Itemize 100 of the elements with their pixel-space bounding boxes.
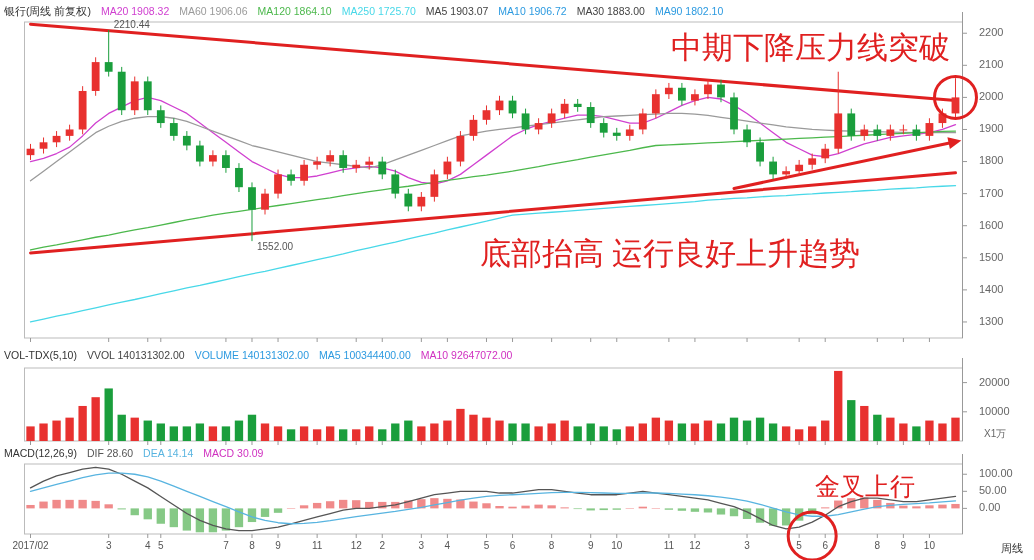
y-tick-label: 2100 bbox=[979, 58, 1004, 71]
bar bbox=[352, 500, 361, 509]
bar bbox=[495, 420, 504, 441]
bar bbox=[860, 405, 869, 441]
bar bbox=[729, 508, 739, 517]
bar bbox=[247, 414, 257, 441]
annotation: 底部抬高 运行良好上升趋势 bbox=[479, 236, 861, 271]
bar bbox=[391, 423, 400, 441]
bar bbox=[651, 417, 661, 441]
bar bbox=[273, 508, 283, 513]
bar bbox=[625, 426, 634, 441]
candlestick bbox=[756, 136, 764, 167]
candlestick bbox=[769, 156, 778, 180]
text: X1万 bbox=[984, 428, 1007, 439]
candlestick bbox=[651, 88, 660, 119]
bar bbox=[78, 405, 87, 441]
chart-title: VOL-TDX(5,10) bbox=[4, 348, 77, 361]
bar bbox=[65, 499, 74, 509]
bar bbox=[938, 423, 947, 441]
x-tick-label: 9 bbox=[900, 540, 907, 551]
candlestick bbox=[717, 79, 725, 103]
bar bbox=[469, 501, 478, 509]
bar bbox=[195, 423, 205, 441]
bar bbox=[182, 426, 192, 441]
candlestick bbox=[417, 191, 426, 212]
x-tick-label: 3 bbox=[105, 540, 112, 551]
text: MA30 1883.00 bbox=[576, 4, 646, 17]
y-tick-label: 1700 bbox=[979, 186, 1004, 199]
text: MACD 30.09 bbox=[203, 446, 264, 459]
bar bbox=[78, 499, 87, 509]
bar bbox=[482, 503, 491, 509]
bar bbox=[690, 423, 700, 441]
line-series bbox=[29, 184, 957, 323]
y-tick-label: 2200 bbox=[979, 26, 1004, 39]
candlestick bbox=[391, 169, 400, 199]
candlestick bbox=[691, 88, 699, 106]
x-tick-label: 4 bbox=[444, 540, 451, 551]
x-tick-label: 9 bbox=[275, 540, 282, 551]
bar bbox=[117, 414, 126, 441]
bar bbox=[169, 508, 178, 528]
bar bbox=[703, 420, 713, 441]
y-tick-label: 1900 bbox=[979, 122, 1004, 135]
bar bbox=[169, 426, 178, 441]
bar bbox=[378, 429, 387, 441]
x-tick-label: 8 bbox=[548, 540, 555, 551]
bar bbox=[951, 417, 960, 441]
bar bbox=[834, 370, 843, 441]
bar bbox=[794, 429, 804, 441]
bar bbox=[417, 426, 426, 441]
x-tick-label: 2017/02 bbox=[12, 540, 50, 551]
candlestick bbox=[743, 124, 751, 148]
y-tick-label: 0.00 bbox=[979, 501, 1001, 514]
x-tick-label: 8 bbox=[874, 540, 881, 551]
x-tick-label: 5 bbox=[483, 540, 490, 551]
text: MA60 1906.06 bbox=[179, 4, 248, 17]
bar bbox=[234, 508, 244, 528]
bar bbox=[299, 505, 309, 509]
candlestick bbox=[677, 82, 686, 106]
chart-title: 银行(周线 前复权) bbox=[3, 4, 91, 17]
bar bbox=[886, 417, 895, 441]
text: VOLUME 140131302.00 bbox=[194, 348, 310, 361]
y-tick-label: 1800 bbox=[979, 154, 1004, 167]
text: MA120 1864.10 bbox=[257, 4, 332, 17]
bar bbox=[65, 417, 74, 441]
bar bbox=[873, 414, 882, 441]
bar bbox=[156, 508, 165, 524]
bar bbox=[716, 423, 726, 441]
x-tick-label: 5 bbox=[796, 540, 803, 551]
x-tick-label: 12 bbox=[350, 540, 363, 551]
text: MA10 92647072.00 bbox=[420, 348, 513, 361]
candlestick bbox=[560, 98, 569, 119]
bar bbox=[586, 423, 595, 441]
candlestick bbox=[704, 79, 712, 100]
bar bbox=[690, 508, 700, 512]
candlestick bbox=[300, 159, 309, 187]
y-tick-label: 20000 bbox=[979, 375, 1010, 388]
annotation: 1552.00 bbox=[256, 241, 294, 253]
bar bbox=[325, 501, 335, 509]
line-series bbox=[29, 466, 957, 532]
candlestick bbox=[547, 108, 556, 129]
candlestick bbox=[208, 149, 217, 167]
candlestick bbox=[235, 162, 243, 193]
bar bbox=[847, 400, 856, 441]
candlestick bbox=[378, 156, 387, 180]
candlestick bbox=[925, 117, 934, 142]
candlestick bbox=[430, 169, 439, 203]
bar bbox=[104, 504, 113, 509]
x-tick-label: 7 bbox=[223, 540, 230, 551]
x-tick-label: 9 bbox=[587, 540, 594, 551]
bar bbox=[495, 506, 504, 509]
y-tick-label: 50.00 bbox=[979, 484, 1007, 497]
bar bbox=[325, 426, 335, 441]
candlestick bbox=[638, 108, 647, 135]
candlestick bbox=[287, 169, 295, 187]
candlestick bbox=[104, 29, 113, 78]
chart-title: MACD(12,26,9) bbox=[4, 446, 77, 459]
candlestick bbox=[443, 156, 452, 180]
text: 周线 bbox=[1001, 542, 1023, 554]
bar bbox=[912, 506, 921, 509]
y-tick-label: 1500 bbox=[979, 250, 1004, 263]
